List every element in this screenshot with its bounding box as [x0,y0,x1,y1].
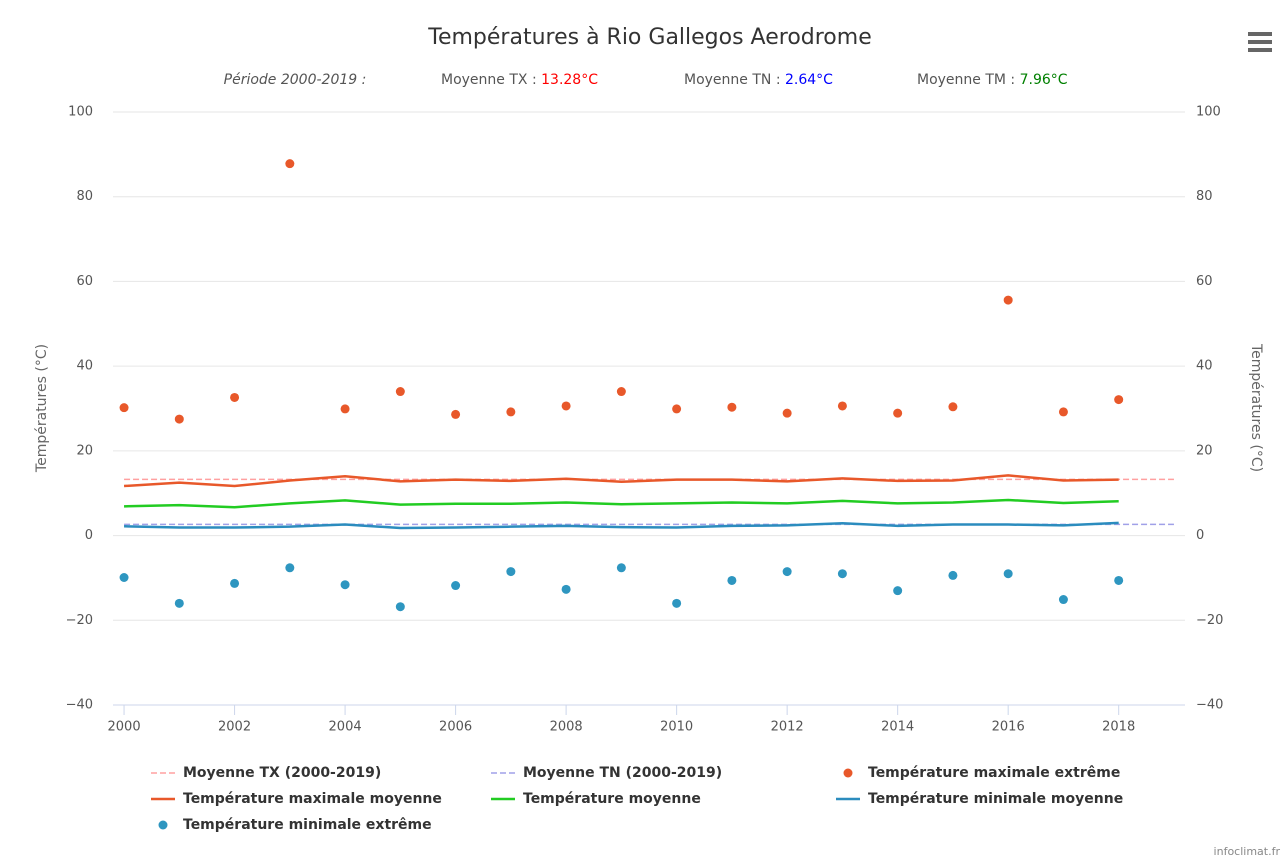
point [174,598,184,608]
point [1114,395,1124,405]
point [616,387,626,397]
point [119,573,129,583]
legend-symbol [843,768,853,778]
y-tick-label: −40 [66,698,93,713]
menu-button[interactable] [1248,32,1272,52]
y2-axis-title: Températures (°C) [1248,343,1264,472]
y2-tick-label: −20 [1196,613,1223,628]
point [893,408,903,418]
y2-tick-label: 100 [1196,105,1221,120]
y-axis-title: Températures (°C) [34,344,50,473]
point [340,404,350,414]
subtitle-stat: Moyenne TX : 13.28°C [441,72,598,88]
x-tick-label: 2008 [550,720,583,735]
point [893,586,903,596]
y2-tick-label: 0 [1196,528,1204,543]
line [123,474,1119,488]
x-tick-label: 2016 [992,720,1025,735]
legend-symbol [158,820,168,830]
line [124,498,1119,509]
point [727,575,737,585]
credits: infoclimat.fr [1214,845,1281,858]
line [124,521,1119,530]
point [1114,575,1124,585]
x-tick-label: 2004 [329,720,362,735]
legend-label: Température maximale extrême [868,765,1120,781]
point [230,578,240,588]
point [506,567,516,577]
legend-label: Température maximale moyenne [183,791,442,807]
point [948,570,958,580]
point [1003,569,1013,579]
subtitle-label: Moyenne TX : [441,72,541,88]
subtitle-stat: Moyenne TM : 7.96°C [917,72,1068,88]
point [672,404,682,414]
point [1003,295,1013,305]
y2-tick-label: 80 [1196,189,1213,204]
x-tick-label: 2002 [218,720,251,735]
subtitle-value: 7.96°C [1020,72,1068,88]
x-tick-label: 2006 [439,720,472,735]
y2-tick-label: 60 [1196,274,1213,289]
subtitle-period: Période 2000-2019 : [224,72,367,88]
point [948,402,958,412]
subtitle-label: Moyenne TM : [917,72,1020,88]
point [174,414,184,424]
legend-label: Moyenne TN (2000-2019) [523,765,722,781]
legend-label: Moyenne TX (2000-2019) [183,765,381,781]
point [782,567,792,577]
point [285,563,295,573]
point [616,563,626,573]
point [1058,407,1068,417]
x-tick-label: 2010 [660,720,693,735]
point [285,159,295,169]
point [395,387,405,397]
subtitle-value: 13.28°C [541,72,598,88]
y-tick-label: 100 [68,105,93,120]
y-tick-label: 40 [76,359,93,374]
point [506,407,516,417]
y-tick-label: 20 [76,443,93,458]
menu-bar[interactable] [1248,32,1272,36]
y2-tick-label: 20 [1196,443,1213,458]
legend-label: Température minimale extrême [183,817,432,833]
subtitle-stat: Moyenne TN : 2.64°C [684,72,833,88]
point [561,584,571,594]
point [837,569,847,579]
point [230,392,240,402]
point [561,401,571,411]
legend-label: Température minimale moyenne [868,791,1123,807]
y-tick-label: 0 [85,528,93,543]
point [451,581,461,591]
point [782,408,792,418]
point [395,602,405,612]
chart-title: Températures à Rio Gallegos Aerodrome [427,25,871,50]
x-tick-label: 2014 [881,720,914,735]
y-tick-label: −20 [66,613,93,628]
x-tick-label: 2018 [1102,720,1135,735]
legend-label: Température moyenne [523,791,701,807]
y2-tick-label: −40 [1196,698,1223,713]
menu-bar[interactable] [1248,48,1272,52]
subtitle-value: 2.64°C [785,72,833,88]
x-tick-label: 2012 [771,720,804,735]
point [1058,595,1068,605]
y2-tick-label: 40 [1196,359,1213,374]
point [451,409,461,419]
y-tick-label: 80 [76,189,93,204]
point [727,402,737,412]
point [672,598,682,608]
point [340,580,350,590]
y-tick-label: 60 [76,274,93,289]
point [119,403,129,413]
x-tick-label: 2000 [108,720,141,735]
point [837,401,847,411]
menu-bar[interactable] [1248,40,1272,44]
subtitle-label: Moyenne TN : [684,72,785,88]
